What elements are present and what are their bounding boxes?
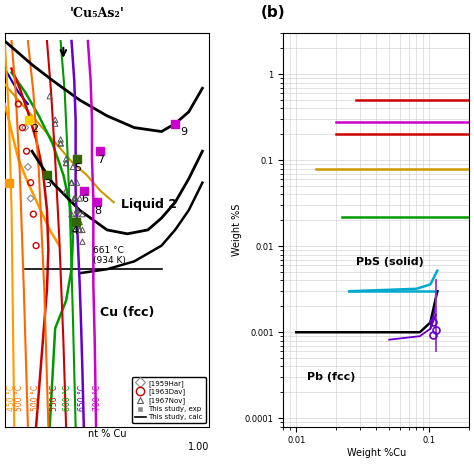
Point (79, 210, 86, 218)
Point (29, 210, 37, 218)
Point (18, 124, 26, 131)
Point (27, 195, 35, 202)
Point (71, 195, 78, 202)
Text: 'Cu₅As₂': 'Cu₅As₂' (69, 8, 124, 20)
Text: 661 °C
(934 K): 661 °C (934 K) (93, 246, 126, 265)
Point (62, 159, 70, 167)
Text: PbS (solid): PbS (solid) (356, 257, 423, 267)
Point (24, 163, 32, 171)
Text: 500 °C: 500 °C (31, 385, 40, 411)
Text: 500 °C: 500 °C (15, 385, 24, 411)
Text: 2: 2 (31, 124, 38, 134)
Point (71, 226, 78, 234)
Text: Liquid 2: Liquid 2 (120, 198, 177, 211)
Point (73, 206, 81, 214)
Text: 8: 8 (95, 206, 102, 216)
Point (79, 238, 86, 246)
Point (68, 210, 75, 218)
Text: 5: 5 (74, 163, 81, 173)
Point (51, 120, 59, 128)
Text: 450 °C: 450 °C (7, 385, 16, 411)
Point (68, 179, 75, 186)
Text: Pb (fcc): Pb (fcc) (307, 372, 355, 382)
Point (76, 195, 83, 202)
Point (73, 206, 81, 214)
Point (71, 195, 78, 202)
Text: 9: 9 (181, 128, 188, 137)
X-axis label: nt % Cu: nt % Cu (88, 429, 126, 439)
Point (68, 179, 75, 186)
Text: 3: 3 (44, 179, 51, 189)
Point (57, 136, 64, 143)
Point (21, 124, 29, 131)
Point (68, 179, 75, 186)
Point (73, 179, 81, 186)
Text: 700 °C: 700 °C (93, 385, 102, 411)
Point (79, 226, 86, 234)
Y-axis label: Weight %S: Weight %S (232, 204, 242, 256)
Point (57, 139, 64, 147)
X-axis label: Weight %Cu: Weight %Cu (346, 448, 406, 458)
Point (15, 100, 22, 108)
Text: 6: 6 (81, 194, 88, 204)
Point (23, 147, 30, 155)
Point (46, 92, 54, 100)
Text: 1.00: 1.00 (188, 442, 210, 452)
Point (62, 187, 70, 194)
Point (51, 116, 59, 124)
Point (57, 139, 64, 147)
Point (72, 195, 80, 202)
Text: 600 °C: 600 °C (64, 385, 73, 411)
Point (76, 226, 83, 234)
Point (69, 163, 77, 171)
Point (32, 242, 40, 249)
Point (76, 218, 83, 226)
Point (73, 210, 81, 218)
Text: 7: 7 (98, 155, 105, 165)
Text: 650 °C: 650 °C (78, 385, 87, 411)
Text: 4: 4 (72, 226, 79, 236)
Point (62, 159, 70, 167)
Legend: [1959Har], [1963Dav], [1967Nov], This study, exp, This study, calc: [1959Har], [1963Dav], [1967Nov], This st… (133, 377, 206, 423)
Text: 550 °C: 550 °C (50, 385, 59, 411)
Text: Cu (fcc): Cu (fcc) (100, 307, 155, 319)
Point (62, 155, 70, 163)
Text: (b): (b) (261, 5, 286, 20)
Point (76, 226, 83, 234)
Point (27, 179, 35, 186)
